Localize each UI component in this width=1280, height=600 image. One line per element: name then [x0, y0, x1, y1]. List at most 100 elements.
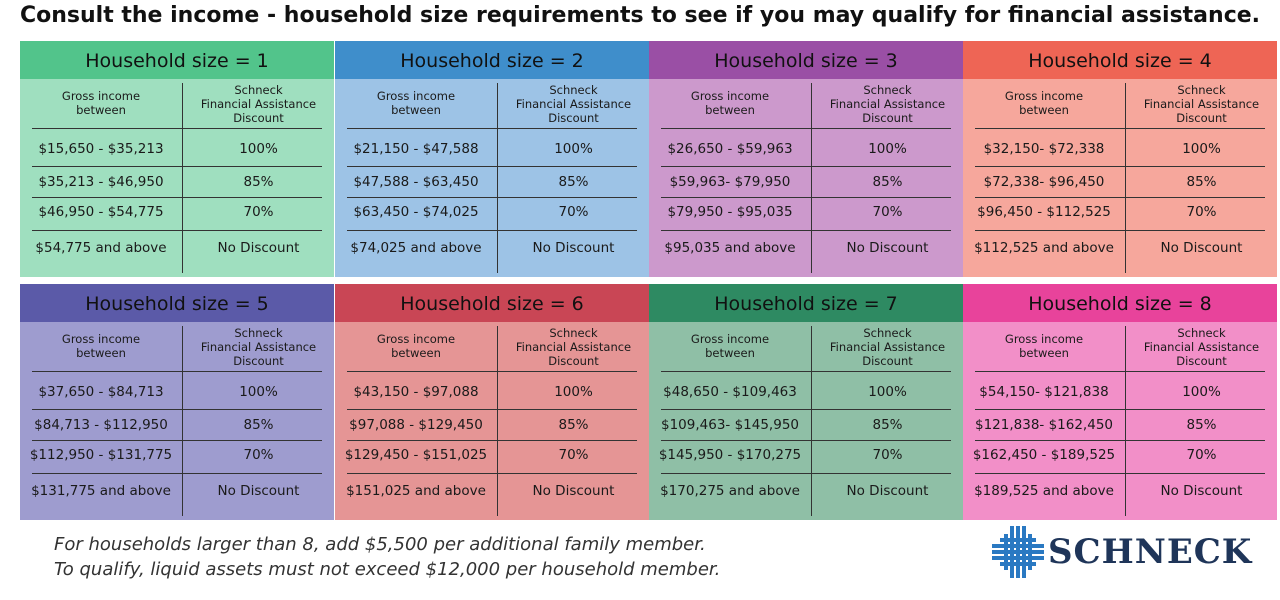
household-size-heading: Household size = 7 [649, 284, 963, 322]
row-divider [661, 473, 951, 474]
income-range: $48,650 - $109,463 [663, 384, 797, 400]
income-range: $112,950 - $131,775 [29, 447, 173, 463]
row-divider [975, 128, 1265, 129]
discount-value: No Discount [532, 483, 615, 499]
discount-value: 70% [558, 204, 589, 220]
row-divider [975, 473, 1265, 474]
discount-value: 85% [1186, 174, 1217, 190]
discount-column-header: Schneck Financial Assistance Discount [183, 326, 334, 368]
row-divider [347, 128, 637, 129]
row-divider [975, 230, 1265, 231]
income-range: $96,450 - $112,525 [977, 204, 1111, 220]
discount-value: No Discount [1160, 240, 1243, 256]
income-range: $54,150- $121,838 [979, 384, 1109, 400]
row-divider [32, 409, 322, 410]
gross-income-column-header: Gross income between [963, 332, 1125, 360]
income-range: $72,338- $96,450 [983, 174, 1105, 190]
income-range: $74,025 and above [350, 240, 482, 256]
gross-income-column-header: Gross income between [649, 332, 811, 360]
row-divider [32, 197, 322, 198]
row-divider [347, 197, 637, 198]
income-range: $109,463- $145,950 [661, 417, 799, 433]
schneck-label: Schneck [549, 326, 598, 340]
household-size-heading: Household size = 2 [335, 41, 649, 79]
discount-value: 70% [243, 447, 274, 463]
row-divider [975, 371, 1265, 372]
discount-value: 100% [554, 141, 593, 157]
row-divider [661, 409, 951, 410]
between-label: between [76, 346, 126, 360]
row-divider [32, 440, 322, 441]
row-divider [661, 128, 951, 129]
discount-value: 85% [243, 174, 274, 190]
gross-income-column-header: Gross income between [20, 89, 182, 117]
income-range: $112,525 and above [974, 240, 1114, 256]
row-divider [347, 440, 637, 441]
column-divider [1125, 83, 1126, 273]
discount-value: No Discount [846, 240, 929, 256]
discount-label: Discount [1176, 354, 1227, 368]
row-divider [32, 230, 322, 231]
income-range: $97,088 - $129,450 [349, 417, 483, 433]
discount-value: 85% [243, 417, 274, 433]
household-card-8: Household size = 8 Gross income between Sch… [963, 284, 1277, 520]
discount-label: Discount [862, 354, 913, 368]
discount-value: 85% [872, 174, 903, 190]
income-range: $151,025 and above [346, 483, 486, 499]
row-divider [975, 197, 1265, 198]
financial-assistance-label: Financial Assistance [200, 340, 317, 354]
schneck-label: Schneck [234, 83, 283, 97]
financial-assistance-label: Financial Assistance [1143, 340, 1260, 354]
column-divider [811, 83, 812, 273]
income-range: $47,588 - $63,450 [353, 174, 479, 190]
household-card-4: Household size = 4 Gross income between Sch… [963, 41, 1277, 277]
gross-income-label: Gross income [1004, 89, 1084, 103]
schneck-label: Schneck [863, 326, 912, 340]
row-divider [975, 166, 1265, 167]
financial-assistance-label: Financial Assistance [200, 97, 317, 111]
income-range: $37,650 - $84,713 [38, 384, 164, 400]
discount-value: 70% [1186, 204, 1217, 220]
row-divider [347, 230, 637, 231]
discount-value: 100% [868, 384, 907, 400]
income-range: $46,950 - $54,775 [38, 204, 164, 220]
schneck-label: Schneck [234, 326, 283, 340]
discount-value: 70% [1186, 447, 1217, 463]
schneck-logo: SCHNECK [990, 522, 1260, 582]
income-range: $121,838- $162,450 [975, 417, 1113, 433]
discount-value: 85% [872, 417, 903, 433]
discount-value: 100% [1182, 141, 1221, 157]
footnote-larger-households: For households larger than 8, add $5,500… [54, 534, 706, 555]
household-size-heading: Household size = 3 [649, 41, 963, 79]
column-divider [1125, 326, 1126, 516]
row-divider [661, 230, 951, 231]
income-range: $79,950 - $95,035 [667, 204, 793, 220]
discount-column-header: Schneck Financial Assistance Discount [812, 83, 963, 125]
row-divider [975, 440, 1265, 441]
discount-label: Discount [233, 111, 284, 125]
income-range: $59,963- $79,950 [669, 174, 791, 190]
financial-assistance-label: Financial Assistance [829, 97, 946, 111]
discount-value: 70% [243, 204, 274, 220]
discount-value: 85% [1186, 417, 1217, 433]
discount-column-header: Schneck Financial Assistance Discount [1126, 326, 1277, 368]
household-size-heading: Household size = 6 [335, 284, 649, 322]
income-range: $54,775 and above [35, 240, 167, 256]
discount-value: 100% [1182, 384, 1221, 400]
income-range: $95,035 and above [664, 240, 796, 256]
income-range: $145,950 - $170,275 [658, 447, 802, 463]
household-size-heading: Household size = 5 [20, 284, 334, 322]
column-divider [497, 326, 498, 516]
gross-income-label: Gross income [61, 89, 141, 103]
schneck-label: Schneck [1177, 83, 1226, 97]
schneck-logo-text: SCHNECK [1048, 532, 1253, 572]
household-card-5: Household size = 5 Gross income between Sch… [20, 284, 334, 520]
financial-assistance-label: Financial Assistance [515, 97, 632, 111]
household-card-1: Household size = 1 Gross income between Sch… [20, 41, 334, 277]
discount-column-header: Schneck Financial Assistance Discount [812, 326, 963, 368]
discount-label: Discount [548, 111, 599, 125]
row-divider [661, 440, 951, 441]
row-divider [661, 166, 951, 167]
discount-value: 100% [239, 141, 278, 157]
income-range: $129,450 - $151,025 [344, 447, 488, 463]
